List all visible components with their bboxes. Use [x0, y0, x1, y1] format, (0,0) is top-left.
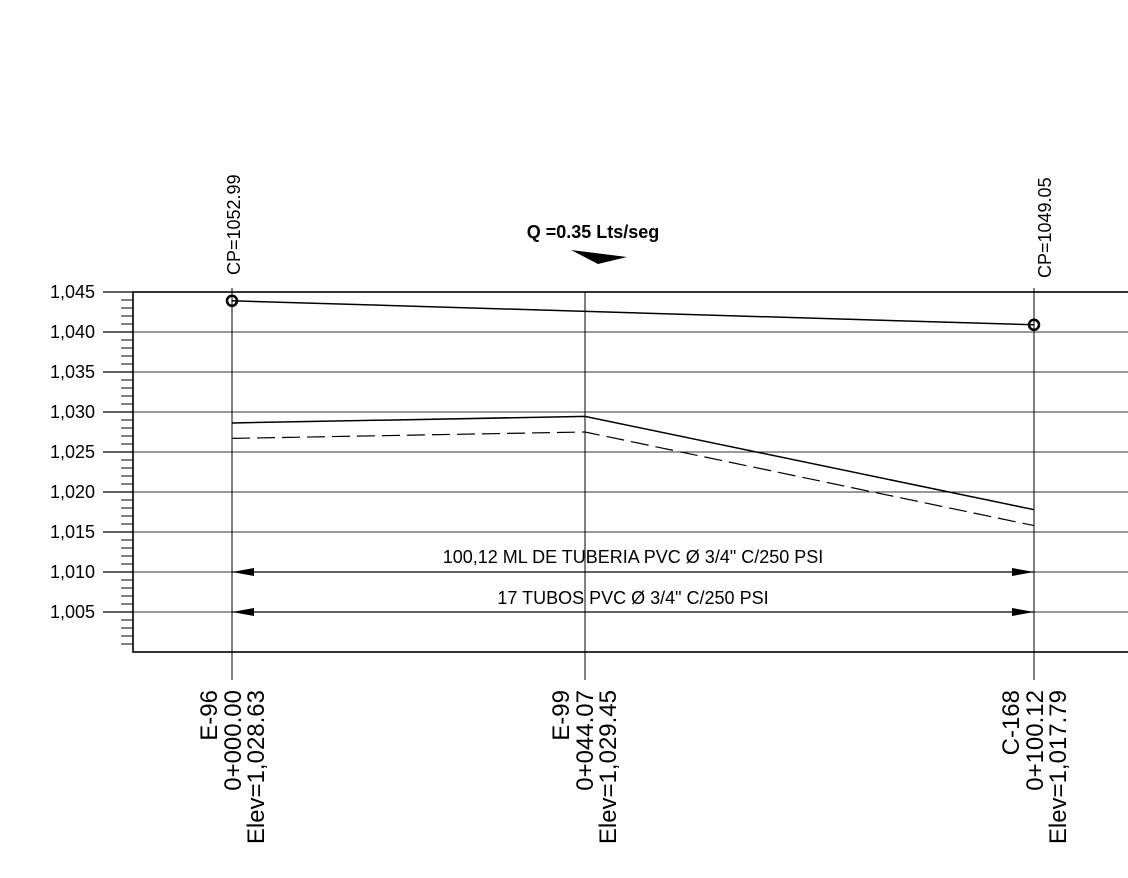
dimension-arrow-right-icon [1012, 608, 1034, 616]
station-lines [231, 288, 1035, 680]
y-tick-label: 1,005 [50, 602, 95, 622]
station-chainage-E-99: 0+044.07 [572, 690, 599, 791]
station-elev-E-99: Elev=1,029.45 [595, 690, 622, 844]
piezometric-point-marker [225, 294, 239, 308]
dimension-label-pipe-length: 100,12 ML DE TUBERIA PVC Ø 3/4" C/250 PS… [443, 547, 824, 567]
station-id-E-96: E-96 [196, 690, 223, 741]
y-tick-label: 1,030 [50, 402, 95, 422]
station-chainage-C-168: 0+100.12 [1022, 690, 1049, 791]
dimension-arrow-right-icon [1012, 568, 1034, 576]
series-line-1 [231, 415, 1035, 511]
y-tick-label: 1,040 [50, 322, 95, 342]
dimension-label-tubes: 17 TUBOS PVC Ø 3/4" C/250 PSI [497, 588, 768, 608]
station-id-C-168: C-168 [998, 690, 1025, 755]
y-tick-label: 1,035 [50, 362, 95, 382]
plot-frame [132, 291, 1128, 653]
minor-ticks [103, 291, 133, 645]
series-layer [225, 294, 1041, 527]
piezometric-point-marker [1027, 318, 1041, 332]
series-line-0 [231, 300, 1035, 326]
station-elev-C-168: Elev=1,017.79 [1045, 690, 1072, 844]
y-tick-label: 1,015 [50, 522, 95, 542]
flow-label: Q =0.35 Lts/seg [527, 222, 660, 242]
cp-label-C-168: CP=1049.05 [1035, 177, 1055, 278]
station-chainage-E-96: 0+000.00 [220, 690, 247, 791]
y-tick-label: 1,025 [50, 442, 95, 462]
flow-arrow-icon [571, 250, 627, 264]
station-elev-E-96: Elev=1,028.63 [243, 690, 270, 844]
dimension-arrow-left-icon [232, 608, 254, 616]
station-id-E-99: E-99 [548, 690, 575, 741]
y-tick-label: 1,010 [50, 562, 95, 582]
y-axis-labels: 1,045 1,040 1,035 1,030 1,025 1,020 1,015 1,010… [50, 282, 95, 622]
grid-lines [133, 331, 1128, 613]
series-line-2 [231, 431, 1035, 527]
cp-label-E-96: CP=1052.99 [224, 174, 244, 275]
y-tick-label: 1,020 [50, 482, 95, 502]
dimension-lines [232, 568, 1034, 616]
y-tick-label: 1,045 [50, 282, 95, 302]
dimension-arrow-left-icon [232, 568, 254, 576]
